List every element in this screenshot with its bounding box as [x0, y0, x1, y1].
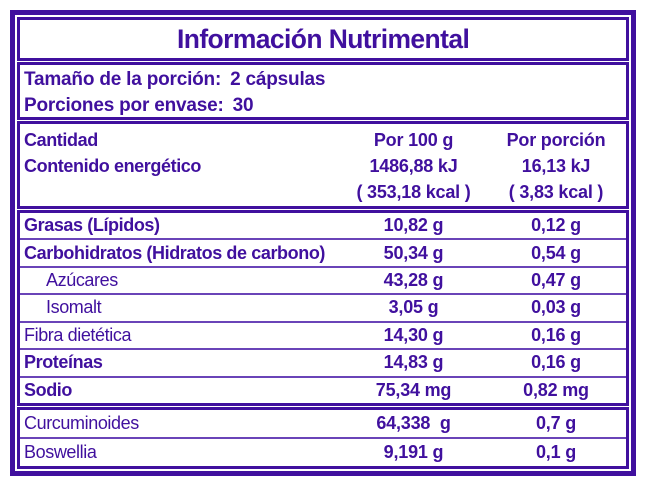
table-row-sugars: Azúcares 43,28 g 0,47 g	[20, 268, 626, 296]
row-label: Fibra dietética	[24, 324, 132, 345]
nutrition-label: Información Nutrimental Tamaño de la por…	[10, 10, 636, 476]
row-per100-value: 14,83 g	[383, 352, 444, 373]
energy-label: Contenido energético	[24, 156, 202, 176]
table-row-curcuminoids: Curcuminoides 64,338 g 0,7 g	[20, 410, 626, 439]
row-portion-value: 0,03 g	[531, 297, 581, 318]
page-title: Información Nutrimental	[176, 23, 470, 54]
botanicals-box: Curcuminoides 64,338 g 0,7 g Boswellia 9…	[17, 407, 629, 469]
table-row-protein: Proteínas 14,83 g 0,16 g	[20, 350, 626, 378]
row-portion-value: 0,16 g	[531, 324, 581, 345]
energy-kcal-row: ( 353,18 kcal ) ( 3,83 kcal )	[20, 179, 626, 205]
row-label: Sodio	[24, 379, 72, 400]
row-portion-value: 0,12 g	[531, 215, 581, 236]
row-portion-value: 0,82 mg	[523, 379, 589, 400]
row-portion-value: 0,1 g	[535, 442, 577, 462]
table-row-fats: Grasas (Lípidos) 10,82 g 0,12 g	[20, 213, 626, 241]
row-per100-value: 75,34 mg	[375, 379, 452, 400]
energy-header-box: Cantidad Por 100 g Por porción Contenido…	[17, 121, 629, 209]
row-per100-value: 50,34 g	[383, 242, 444, 263]
energy-row: Contenido energético 1486,88 kJ 16,13 kJ	[20, 153, 626, 179]
serving-size-label: Tamaño de la porción:	[24, 69, 222, 90]
row-portion-value: 0,7 g	[535, 413, 577, 433]
amount-column-header: Cantidad	[24, 130, 98, 150]
serving-size-value: 2 cápsulas	[230, 69, 326, 90]
row-per100-value: 43,28 g	[383, 270, 444, 291]
serving-box: Tamaño de la porción: 2 cápsulas Porcione…	[17, 62, 629, 120]
row-per100-value: 3,05 g	[388, 297, 439, 318]
row-portion-value: 0,16 g	[531, 352, 581, 373]
row-label: Azúcares	[46, 270, 118, 291]
servings-per-container-value: 30	[232, 95, 254, 116]
row-per100-value: 64,338 g	[376, 413, 451, 433]
energy-per100-kj: 1486,88 kJ	[369, 156, 458, 176]
row-per100-value: 9,191 g	[383, 442, 444, 462]
servings-per-container-label: Porciones por envase:	[24, 95, 224, 116]
row-per100-value: 10,82 g	[383, 215, 444, 236]
row-label: Carbohidratos (Hidratos de carbono)	[24, 242, 326, 263]
column-header-row: Cantidad Por 100 g Por porción	[20, 127, 626, 153]
energy-per100-kcal: ( 353,18 kcal )	[356, 182, 471, 202]
nutrients-box: Grasas (Lípidos) 10,82 g 0,12 g Carbohid…	[17, 210, 629, 406]
servings-per-container-row: Porciones por envase: 30	[24, 93, 626, 119]
table-row-sodium: Sodio 75,34 mg 0,82 mg	[20, 378, 626, 403]
row-label: Curcuminoides	[24, 413, 139, 433]
table-row-isomalt: Isomalt 3,05 g 0,03 g	[20, 295, 626, 323]
title-box: Información Nutrimental	[17, 17, 629, 61]
per100-column-header: Por 100 g	[373, 130, 454, 150]
row-label: Isomalt	[46, 297, 102, 318]
portion-column-header: Por porción	[506, 130, 606, 150]
table-row-boswellia: Boswellia 9,191 g 0,1 g	[20, 439, 626, 466]
energy-portion-kcal: ( 3,83 kcal )	[508, 182, 604, 202]
table-row-fiber: Fibra dietética 14,30 g 0,16 g	[20, 323, 626, 351]
table-row-carbohydrates: Carbohidratos (Hidratos de carbono) 50,3…	[20, 240, 626, 268]
row-per100-value: 14,30 g	[383, 324, 444, 345]
row-label: Grasas (Lípidos)	[24, 215, 160, 236]
row-portion-value: 0,47 g	[531, 270, 581, 291]
row-label: Proteínas	[24, 352, 103, 373]
serving-size-row: Tamaño de la porción: 2 cápsulas	[24, 67, 626, 93]
energy-portion-kj: 16,13 kJ	[521, 156, 591, 176]
row-label: Boswellia	[24, 442, 97, 462]
row-portion-value: 0,54 g	[531, 242, 581, 263]
